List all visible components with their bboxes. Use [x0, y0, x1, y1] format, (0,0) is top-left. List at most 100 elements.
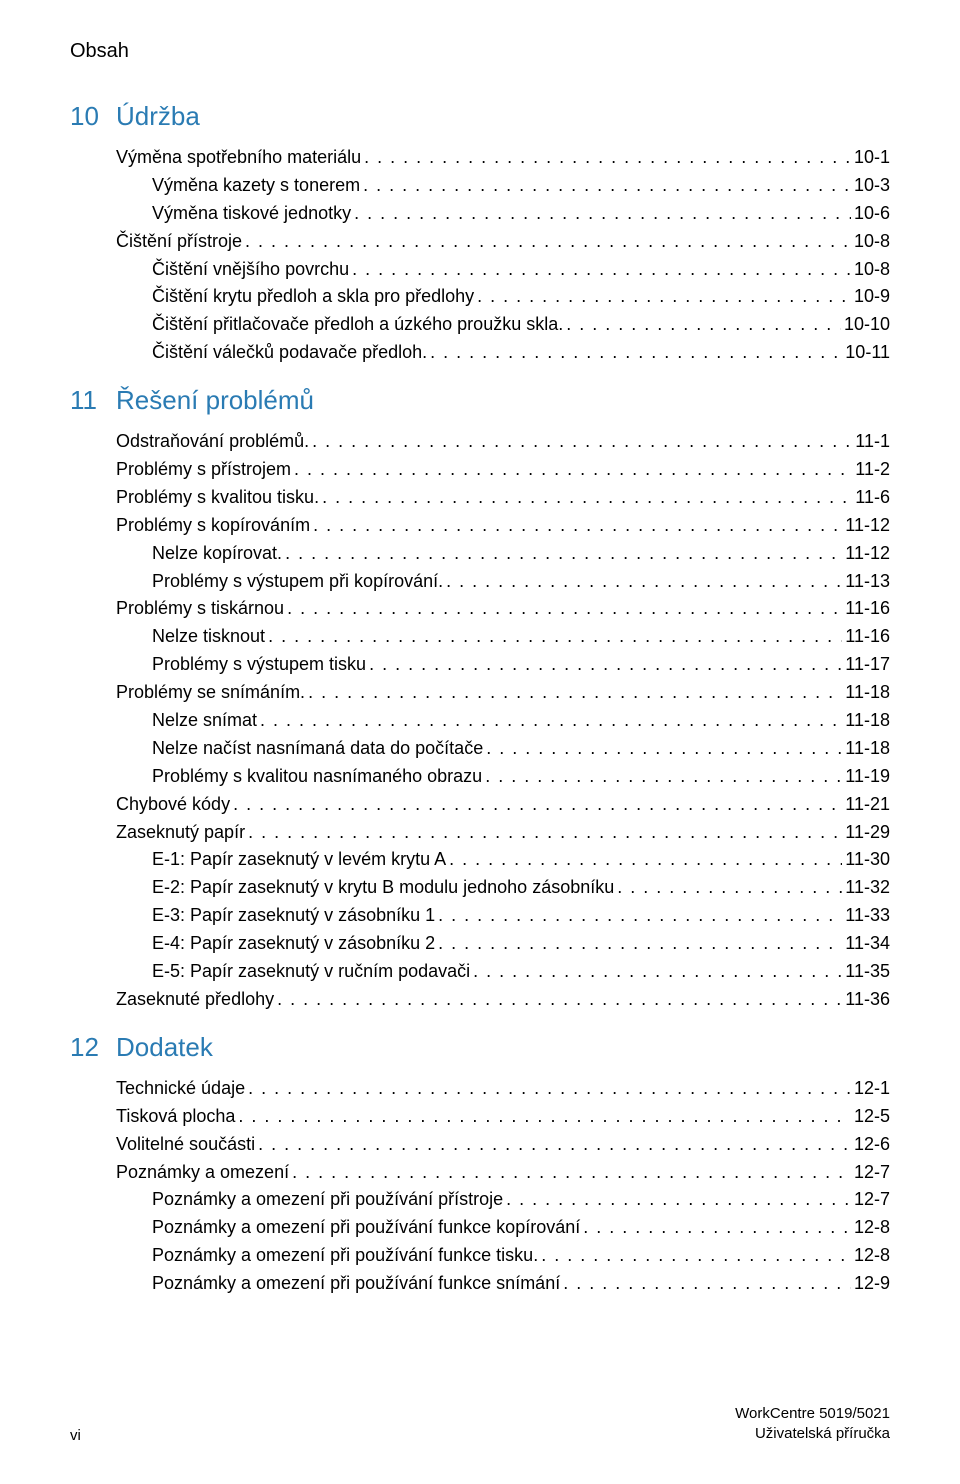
toc-leader-dots: [313, 512, 842, 540]
toc-entry: Tisková plocha12-5: [116, 1103, 890, 1131]
toc-entry: Problémy se snímáním.11-18: [116, 679, 890, 707]
toc-entry-label: Čištění válečků podavače předloh.: [152, 339, 427, 367]
toc-entry: E-2: Papír zaseknutý v krytu B modulu je…: [152, 874, 890, 902]
toc-leader-dots: [233, 791, 842, 819]
toc-entry: Poznámky a omezení 12-7: [116, 1159, 890, 1187]
toc-entry: Technické údaje12-1: [116, 1075, 890, 1103]
toc-entry: Problémy s výstupem při kopírování. 11-13: [152, 568, 890, 596]
toc-leader-dots: [438, 902, 842, 930]
toc-entry-page: 11-32: [845, 874, 890, 902]
toc-entry-page: 11-6: [855, 484, 890, 512]
toc-entry-page: 11-21: [845, 791, 890, 819]
toc-leader-dots: [258, 1131, 851, 1159]
toc-leader-dots: [248, 819, 842, 847]
toc-entry: Problémy s kvalitou tisku. 11-6: [116, 484, 890, 512]
toc-entry-page: 11-17: [845, 651, 890, 679]
toc-entry: Výměna spotřebního materiálu10-1: [116, 144, 890, 172]
footer-subtitle: Uživatelská příručka: [735, 1424, 890, 1444]
toc-entry-label: Chybové kódy: [116, 791, 230, 819]
toc-entry-label: Problémy s kvalitou tisku.: [116, 484, 319, 512]
toc-entry: Problémy s přístrojem11-2: [116, 456, 890, 484]
footer-page-number: vi: [70, 1427, 81, 1444]
footer-right: WorkCentre 5019/5021 Uživatelská příručk…: [735, 1404, 890, 1445]
toc-entry-page: 11-13: [845, 568, 890, 596]
chapter-heading: 12Dodatek: [70, 1032, 890, 1063]
toc-entry-page: 10-9: [854, 283, 890, 311]
toc-leader-dots: [485, 763, 842, 791]
toc-entry: Výměna tiskové jednotky10-6: [152, 200, 890, 228]
toc-entry-page: 12-1: [854, 1075, 890, 1103]
chapter-number: 10: [70, 101, 116, 132]
toc-entry-label: Problémy se snímáním.: [116, 679, 305, 707]
toc-leader-dots: [477, 283, 851, 311]
toc-leader-dots: [245, 228, 851, 256]
toc-entry-page: 11-30: [845, 846, 890, 874]
toc-leader-dots: [617, 874, 842, 902]
toc-leader-dots: [430, 339, 842, 367]
toc-entry: E-5: Papír zaseknutý v ručním podavači11…: [152, 958, 890, 986]
toc-entry: Poznámky a omezení při používání funkce …: [152, 1242, 890, 1270]
toc-entry-label: Výměna spotřebního materiálu: [116, 144, 361, 172]
toc-entry-label: Čištění krytu předloh a skla pro předloh…: [152, 283, 474, 311]
toc-leader-dots: [438, 930, 842, 958]
chapter-entries: Odstraňování problémů. 11-1Problémy s pří…: [116, 428, 890, 1014]
toc-entry: Problémy s tiskárnou11-16: [116, 595, 890, 623]
toc-leader-dots: [541, 1242, 851, 1270]
toc-entry-label: Nelze snímat: [152, 707, 257, 735]
toc-entry-page: 11-12: [845, 512, 890, 540]
toc-entry-label: Tisková plocha: [116, 1103, 235, 1131]
toc-entry-page: 11-1: [855, 428, 890, 456]
toc-entry: E-4: Papír zaseknutý v zásobníku 2 11-34: [152, 930, 890, 958]
toc-leader-dots: [322, 484, 852, 512]
chapter-title: Dodatek: [116, 1032, 213, 1063]
toc-entry: Zaseknutý papír11-29: [116, 819, 890, 847]
toc-entry-label: Problémy s výstupem při kopírování.: [152, 568, 443, 596]
toc-entry-page: 11-18: [845, 707, 890, 735]
toc-entry-label: Poznámky a omezení: [116, 1159, 289, 1187]
chapter-number: 12: [70, 1032, 116, 1063]
toc-entry-page: 11-16: [845, 623, 890, 651]
toc-entry-page: 10-6: [854, 200, 890, 228]
toc-entry: Nelze kopírovat.11-12: [152, 540, 890, 568]
toc-leader-dots: [364, 144, 851, 172]
toc-leader-dots: [486, 735, 842, 763]
chapter-number: 11: [70, 385, 116, 416]
toc-leader-dots: [287, 595, 842, 623]
toc-entry-label: E-3: Papír zaseknutý v zásobníku 1: [152, 902, 435, 930]
toc-entry-page: 12-8: [854, 1242, 890, 1270]
toc-entry-page: 11-36: [845, 986, 890, 1014]
toc-entry-label: Problémy s tiskárnou: [116, 595, 284, 623]
chapter-title: Řešení problémů: [116, 385, 314, 416]
toc-leader-dots: [268, 623, 842, 651]
toc-entry-label: E-4: Papír zaseknutý v zásobníku 2: [152, 930, 435, 958]
toc-entry-label: Odstraňování problémů.: [116, 428, 309, 456]
toc-entry-label: Problémy s kvalitou nasnímaného obrazu: [152, 763, 482, 791]
toc-leader-dots: [449, 846, 842, 874]
toc-chapter: 11Řešení problémů Odstraňování problémů. 1…: [70, 385, 890, 1014]
toc-entry: Nelze načíst nasnímaná data do počítače1…: [152, 735, 890, 763]
toc-entry-label: E-2: Papír zaseknutý v krytu B modulu je…: [152, 874, 614, 902]
toc-entry: Volitelné součásti12-6: [116, 1131, 890, 1159]
toc-entry-page: 11-35: [845, 958, 890, 986]
toc-entry: Problémy s kopírováním11-12: [116, 512, 890, 540]
toc-leader-dots: [248, 1075, 851, 1103]
toc-body: 10Údržba Výměna spotřebního materiálu10-1…: [70, 101, 890, 1298]
toc-entry-page: 10-3: [854, 172, 890, 200]
toc-entry-page: 12-7: [854, 1159, 890, 1187]
chapter-title: Údržba: [116, 101, 200, 132]
toc-leader-dots: [277, 986, 842, 1014]
toc-entry-label: Nelze kopírovat.: [152, 540, 282, 568]
toc-leader-dots: [260, 707, 842, 735]
toc-entry-page: 12-6: [854, 1131, 890, 1159]
toc-entry-page: 10-8: [854, 256, 890, 284]
toc-leader-dots: [292, 1159, 851, 1187]
toc-leader-dots: [506, 1186, 851, 1214]
toc-leader-dots: [363, 172, 851, 200]
toc-leader-dots: [294, 456, 852, 484]
toc-entry-label: Nelze tisknout: [152, 623, 265, 651]
toc-entry-page: 11-34: [845, 930, 890, 958]
toc-leader-dots: [563, 1270, 851, 1298]
toc-entry-label: Poznámky a omezení při používání funkce …: [152, 1270, 560, 1298]
toc-entry-label: Zaseknutý papír: [116, 819, 245, 847]
toc-entry-label: Problémy s výstupem tisku: [152, 651, 366, 679]
